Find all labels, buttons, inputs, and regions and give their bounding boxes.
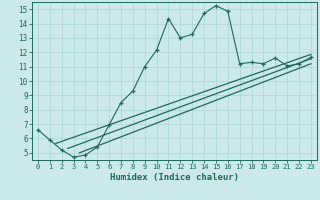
X-axis label: Humidex (Indice chaleur): Humidex (Indice chaleur) — [110, 173, 239, 182]
